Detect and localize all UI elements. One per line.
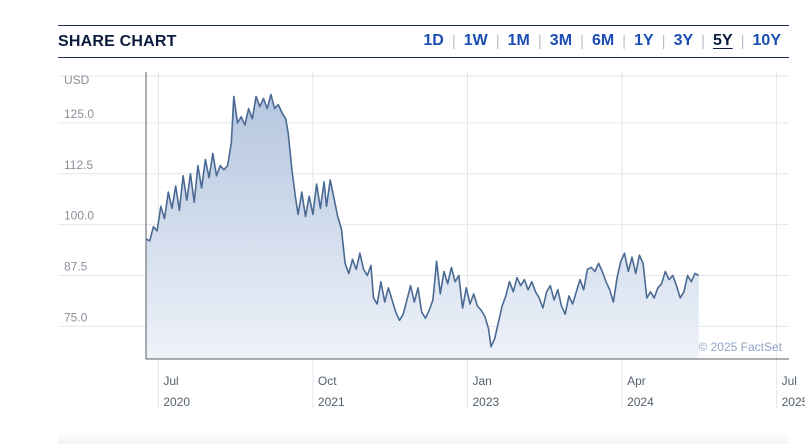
x-tick-year-label: 2021: [318, 395, 345, 409]
range-separator: |: [740, 32, 745, 50]
factset-credit[interactable]: © 2025 FactSet: [698, 340, 782, 354]
range-separator: |: [495, 32, 500, 50]
range-separator: |: [580, 32, 584, 50]
y-tick-label: 112.5: [64, 158, 93, 172]
range-5y[interactable]: 5Y: [713, 32, 733, 49]
chart-header: SHARE CHART 1D | 1W | 1M | 3M | 6M | 1Y | 3Y | 5Y | 10Y: [58, 25, 789, 58]
x-tick-year-label: 2025: [782, 395, 805, 409]
range-separator: |: [622, 32, 627, 50]
x-tick-year-label: 2024: [627, 395, 654, 409]
y-tick-label: 100.0: [64, 209, 94, 223]
range-1d[interactable]: 1D: [423, 32, 444, 49]
x-tick-month-label: Jul: [163, 374, 178, 388]
x-tick-year-label: 2023: [473, 395, 500, 409]
chart-title: SHARE CHART: [58, 33, 177, 50]
y-tick-label: 75.0: [64, 310, 88, 324]
price-area: [146, 94, 699, 360]
range-separator: |: [701, 32, 706, 50]
y-axis-unit-label: USD: [64, 73, 90, 87]
chart-axes: 75.0 87.5 100.0 112.5 125.0 Jul 2020 Oct 2021 Jan…: [64, 72, 805, 409]
range-6m[interactable]: 6M: [591, 32, 615, 49]
x-tick-month-label: Apr: [627, 374, 646, 388]
x-tick-year-label: 2020: [163, 395, 190, 409]
y-tick-label: 87.5: [64, 260, 88, 274]
range-1w[interactable]: 1W: [463, 32, 488, 49]
x-tick-month-label: Jul: [782, 374, 797, 388]
range-3m[interactable]: 3M: [549, 32, 573, 49]
x-tick-month-label: Jan: [473, 374, 492, 388]
range-separator: |: [451, 32, 456, 50]
range-3y[interactable]: 3Y: [673, 32, 694, 49]
range-separator: |: [661, 32, 666, 50]
range-selector: 1D | 1W | 1M | 3M | 6M | 1Y | 3Y | 5Y | 10Y: [415, 32, 789, 50]
range-1m[interactable]: 1M: [507, 32, 530, 49]
x-tick-month-label: Oct: [318, 374, 337, 388]
price-line: [145, 93, 700, 348]
range-1y[interactable]: 1Y: [634, 32, 654, 49]
range-10y[interactable]: 10Y: [752, 32, 781, 49]
y-tick-label: 125.0: [64, 107, 94, 121]
bottom-shade: [58, 432, 789, 444]
range-separator: |: [537, 32, 542, 50]
